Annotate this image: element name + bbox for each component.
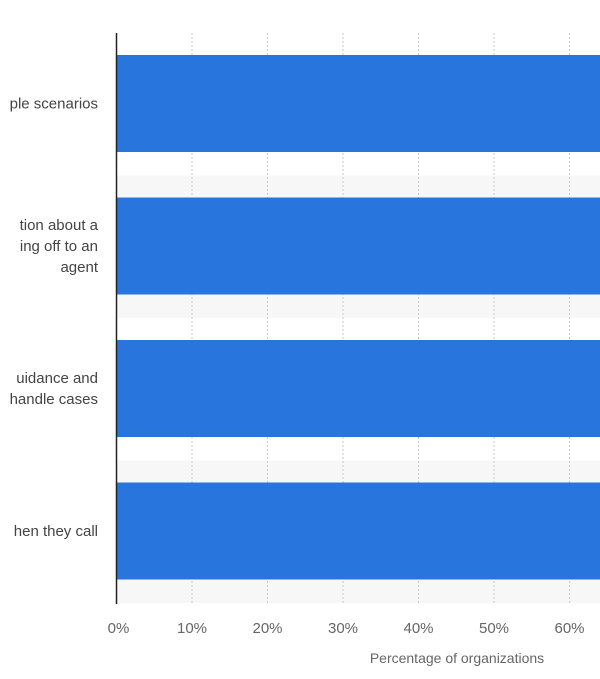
bar	[116, 340, 600, 437]
x-tick-label: 60%	[554, 620, 584, 637]
bars	[116, 55, 600, 580]
category-label: agent	[60, 259, 98, 276]
grid-lines	[191, 33, 570, 604]
category-label: ing off to an	[20, 238, 98, 255]
x-tick-label: 10%	[177, 620, 207, 637]
row-band	[116, 578, 600, 603]
x-tick-label: 30%	[328, 620, 358, 637]
x-tick-label: 50%	[479, 620, 509, 637]
x-tick-label: 0%	[108, 620, 130, 637]
x-axis-title: Percentage of organizations	[370, 650, 544, 666]
x-tick-label: 40%	[403, 620, 433, 637]
bar	[116, 482, 600, 580]
category-label: handle cases	[10, 391, 98, 408]
x-tick-labels: 0% 10% 20% 30% 40% 50% 60%	[108, 620, 585, 637]
category-labels: ple scenarios tion about a ing off to an ag…	[10, 96, 99, 541]
category-label: hen they call	[14, 523, 98, 540]
bar	[116, 55, 600, 152]
category-label: ple scenarios	[10, 96, 98, 113]
bar	[116, 197, 600, 295]
category-label: tion about a	[20, 217, 99, 234]
category-label: uidance and	[16, 370, 98, 387]
x-tick-label: 20%	[252, 620, 282, 637]
